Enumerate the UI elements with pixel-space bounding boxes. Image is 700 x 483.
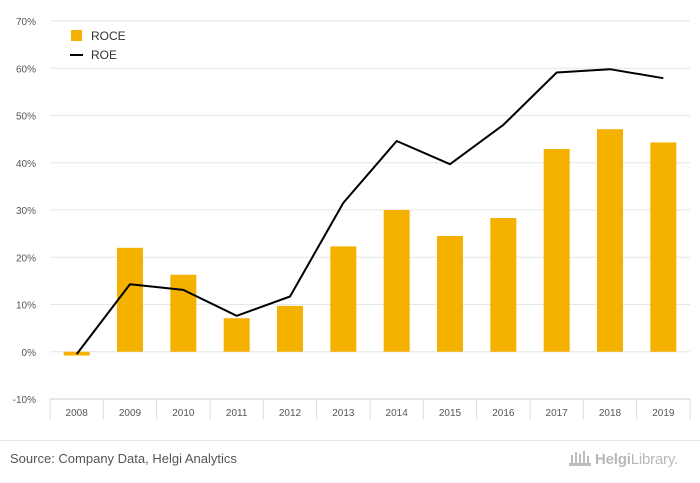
- roce-bar: [277, 305, 303, 352]
- legend: ROCE ROE: [70, 29, 126, 62]
- x-tick-label: 2008: [66, 408, 89, 419]
- x-tick-label: 2017: [546, 408, 569, 419]
- x-tick-label: 2016: [492, 408, 515, 419]
- y-tick-label: 30%: [16, 206, 36, 217]
- roce-bar: [383, 210, 410, 352]
- x-tick-label: 2014: [386, 408, 409, 419]
- roe-line-path: [75, 68, 664, 355]
- y-tick-label: 50%: [16, 112, 36, 123]
- chart-area: -10% 0% 10% 20% 30% 40% 50% 60% 70% 2008 2009 2010…: [13, 17, 691, 419]
- x-tick-label: 2019: [652, 408, 675, 419]
- y-tick-label: -10%: [13, 395, 36, 406]
- y-tick-label: 40%: [16, 159, 36, 170]
- y-tick-label: 60%: [16, 64, 36, 75]
- logo-light-text: Library.: [630, 450, 679, 468]
- roce-bar: [170, 274, 197, 352]
- gridlines: [50, 20, 690, 400]
- library-icon: [569, 451, 591, 466]
- x-tick-label: 2018: [599, 408, 622, 419]
- y-tick-label: 20%: [16, 253, 36, 264]
- roce-bars: [63, 129, 677, 356]
- x-tick-label: 2015: [439, 408, 462, 419]
- footer-divider: [0, 440, 700, 441]
- y-axis-ticks: -10% 0% 10% 20% 30% 40% 50% 60% 70%: [13, 17, 36, 406]
- y-tick-label: 10%: [16, 301, 36, 312]
- x-tick-label: 2012: [279, 408, 302, 419]
- roce-bar: [490, 218, 517, 352]
- x-tick-label: 2009: [119, 408, 142, 419]
- helgi-library-logo: HelgiLibrary.: [568, 448, 678, 470]
- legend-roce-swatch: [71, 30, 82, 41]
- roe-line: [75, 68, 664, 355]
- x-axis: 2008 2009 2010 2011 2012 2013 2014 2015 2016 2017…: [49, 398, 691, 419]
- logo-bold-text: Helgi: [595, 450, 631, 468]
- roce-bar: [650, 142, 677, 352]
- y-tick-label: 70%: [16, 17, 36, 28]
- y-tick-label: 0%: [22, 348, 37, 359]
- roce-bar: [543, 149, 570, 352]
- source-note: Source: Company Data, Helgi Analytics: [10, 451, 237, 466]
- x-tick-label: 2010: [172, 408, 195, 419]
- legend-roe-label: ROE: [91, 48, 117, 62]
- x-tick-label: 2013: [332, 408, 355, 419]
- roce-bar: [330, 246, 357, 352]
- roce-bar: [117, 247, 143, 352]
- roce-bar: [437, 235, 463, 352]
- roce-bar: [597, 129, 623, 352]
- legend-roce-label: ROCE: [91, 29, 126, 43]
- x-tick-label: 2011: [226, 408, 248, 419]
- roce-bar: [223, 318, 250, 352]
